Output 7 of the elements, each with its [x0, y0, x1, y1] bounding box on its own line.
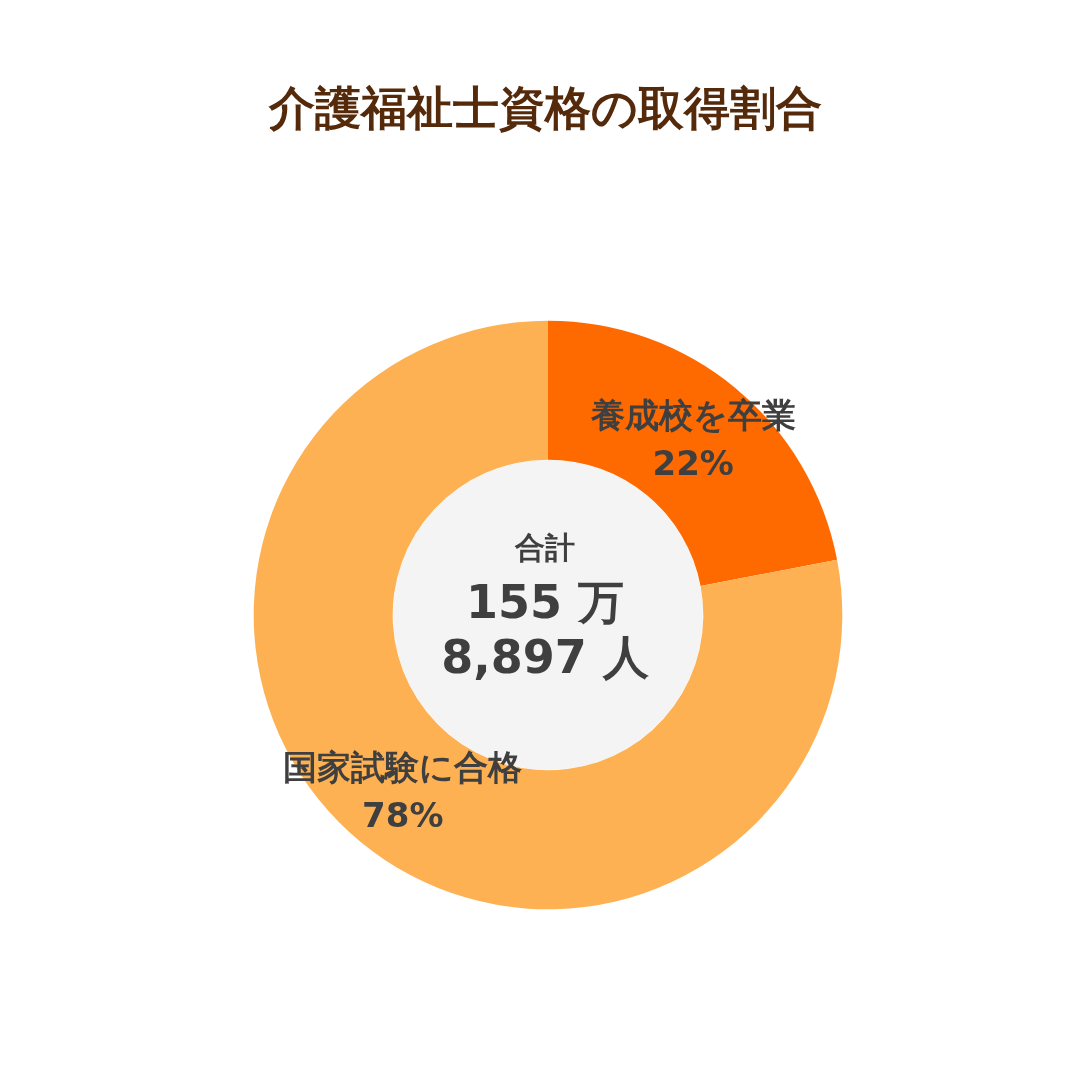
slice-label: 養成校を卒業 — [589, 395, 796, 436]
text: 合計 — [514, 529, 575, 565]
data-label: 78% — [362, 794, 444, 835]
text: 8,897 人 — [441, 630, 649, 684]
text: 155 万 — [465, 575, 625, 629]
chart-title: 介護福祉士資格の取得割合 — [267, 81, 822, 135]
data-label: 22% — [652, 443, 734, 484]
